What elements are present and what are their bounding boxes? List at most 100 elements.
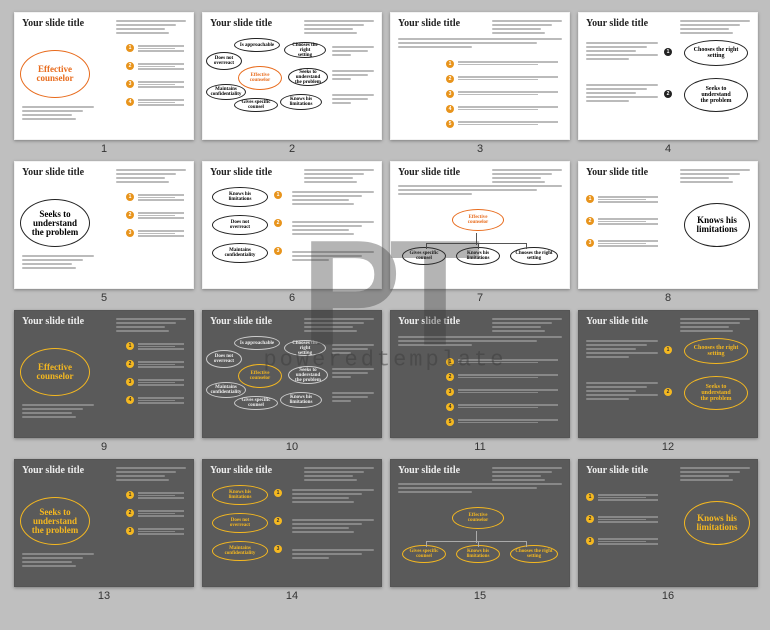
slide-thumbnail[interactable]: Your slide title Seeks tounderstandthe pr…	[14, 161, 194, 289]
slide-thumbnail[interactable]: Your slide titleChooses the rightsetting…	[578, 12, 758, 140]
list-dot: 4	[446, 403, 454, 411]
bubble: Does notoverreact	[212, 215, 268, 235]
slide-title: Your slide title	[22, 316, 84, 327]
slide-number: 1	[101, 143, 107, 155]
bubble: Chooses the rightsetting	[284, 340, 326, 356]
list-dot: 2	[586, 515, 594, 523]
list-dot: 1	[274, 191, 282, 199]
slide-number: 10	[286, 441, 298, 453]
slide-cell: Your slide title Seeks tounderstandthe pr…	[14, 161, 194, 304]
list-dot: 2	[664, 90, 672, 98]
slide-number: 4	[665, 143, 671, 155]
bubble: Effectivecounselor	[238, 364, 282, 388]
slide-thumbnail[interactable]: Your slide title Effectivecounselor Gives …	[390, 459, 570, 587]
slide-cell: Your slide titleEffectivecounselor1234 1	[14, 12, 194, 155]
slide-thumbnail[interactable]: Your slide title Effectivecounselor Gives …	[390, 161, 570, 289]
slide-thumbnail[interactable]: Your slide titleEffectivecounselor1234	[14, 12, 194, 140]
slide-cell: Your slide titleKnows hislimitationsDoes…	[202, 161, 382, 304]
bubble: Effectivecounselor	[20, 348, 90, 396]
slide-cell: Your slide titleKnows hislimitations123 …	[578, 161, 758, 304]
bubble: Effectivecounselor	[452, 209, 504, 231]
bubble: Knows hislimitations	[684, 203, 750, 247]
slide-cell: Your slide title Seeks tounderstandthe pr…	[14, 459, 194, 602]
slide-title: Your slide title	[398, 167, 460, 178]
slide-cell: Your slide titleChooses the rightsetting…	[578, 12, 758, 155]
list-dot: 1	[586, 195, 594, 203]
bubble: Maintainsconfidentiality	[212, 541, 268, 561]
slide-title: Your slide title	[22, 465, 84, 476]
bubble: Seeks tounderstandthe problem	[684, 376, 748, 410]
slide-cell: Your slide title Chooses the rightsetting…	[578, 310, 758, 453]
list-dot: 2	[274, 219, 282, 227]
bubble: Seeks tounderstandthe problem	[288, 68, 328, 86]
slide-thumbnail[interactable]: Your slide title Effectivecounselor Is app…	[202, 12, 382, 140]
slide-thumbnail[interactable]: Your slide titleKnows hislimitations123	[578, 459, 758, 587]
slide-cell: Your slide titleKnows hislimitations123 …	[578, 459, 758, 602]
slide-thumbnail[interactable]: Your slide titleKnows hislimitationsDoes…	[202, 161, 382, 289]
list-dot: 2	[126, 360, 134, 368]
list-dot: 5	[446, 120, 454, 128]
bubble: Chooses the rightsetting	[684, 338, 748, 364]
list-dot: 1	[586, 493, 594, 501]
bubble: Maintainsconfidentiality	[212, 243, 268, 263]
list-dot: 2	[586, 217, 594, 225]
list-dot: 1	[446, 358, 454, 366]
bubble: Does notoverreact	[206, 52, 242, 70]
slide-cell: Your slide titleKnows hislimitationsDoes…	[202, 459, 382, 602]
slide-thumbnail[interactable]: Your slide titleKnows hislimitations123	[578, 161, 758, 289]
slide-number: 8	[665, 292, 671, 304]
bubble: Knows hislimitations	[456, 247, 500, 265]
bubble: Is approachable	[234, 38, 280, 52]
slide-number: 12	[662, 441, 674, 453]
slide-thumbnail[interactable]: Your slide titleEffectivecounselorIs app…	[202, 310, 382, 438]
slide-title: Your slide title	[586, 167, 648, 178]
bubble: Gives specificcounsel	[402, 247, 446, 265]
bubble: Does notoverreact	[212, 513, 268, 533]
list-dot: 1	[446, 60, 454, 68]
slide-number: 9	[101, 441, 107, 453]
list-dot: 1	[126, 342, 134, 350]
bubble: Gives specificcounsel	[402, 545, 446, 563]
list-dot: 3	[586, 537, 594, 545]
bubble: Knows hislimitations	[456, 545, 500, 563]
list-dot: 3	[126, 527, 134, 535]
bubble: Seeks tounderstandthe problem	[20, 199, 90, 247]
bubble: Is approachable	[234, 336, 280, 350]
slide-title: Your slide title	[22, 167, 84, 178]
slide-number: 7	[477, 292, 483, 304]
slide-number: 5	[101, 292, 107, 304]
slide-title: Your slide title	[398, 18, 460, 29]
slide-title: Your slide title	[210, 18, 272, 29]
list-dot: 4	[126, 98, 134, 106]
list-dot: 2	[126, 211, 134, 219]
list-dot: 3	[446, 90, 454, 98]
bubble: Effectivecounselor	[452, 507, 504, 529]
bubble: Effectivecounselor	[20, 50, 90, 98]
slide-title: Your slide title	[398, 465, 460, 476]
slide-thumbnail[interactable]: Your slide title Chooses the rightsetting…	[578, 310, 758, 438]
slide-thumbnail[interactable]: Your slide title12345	[390, 12, 570, 140]
list-dot: 4	[126, 396, 134, 404]
slide-title: Your slide title	[586, 316, 648, 327]
bubble: Knows hislimitations	[684, 501, 750, 545]
list-dot: 3	[446, 388, 454, 396]
bubble: Knows hislimitations	[280, 94, 322, 110]
bubble: Knows hislimitations	[212, 187, 268, 207]
slide-cell: Your slide titleEffectivecounselorIs app…	[202, 310, 382, 453]
slide-thumbnail[interactable]: Your slide title12345	[390, 310, 570, 438]
bubble: Seeks tounderstandthe problem	[684, 78, 748, 112]
slide-thumbnail[interactable]: Your slide titleEffectivecounselor1234	[14, 310, 194, 438]
slide-thumbnail[interactable]: Your slide titleKnows hislimitationsDoes…	[202, 459, 382, 587]
bubble: Seeks tounderstandthe problem	[20, 497, 90, 545]
slide-number: 15	[474, 590, 486, 602]
bubble: Knows hislimitations	[212, 485, 268, 505]
bubble: Maintainsconfidentiality	[206, 84, 246, 100]
slide-thumbnail[interactable]: Your slide title Seeks tounderstandthe pr…	[14, 459, 194, 587]
slide-cell: Your slide title12345 3	[390, 12, 570, 155]
slide-title: Your slide title	[586, 18, 648, 29]
bubble: Effectivecounselor	[238, 66, 282, 90]
slide-number: 6	[289, 292, 295, 304]
list-dot: 3	[126, 80, 134, 88]
slide-grid: Your slide titleEffectivecounselor1234 1…	[0, 0, 770, 612]
list-dot: 4	[446, 105, 454, 113]
